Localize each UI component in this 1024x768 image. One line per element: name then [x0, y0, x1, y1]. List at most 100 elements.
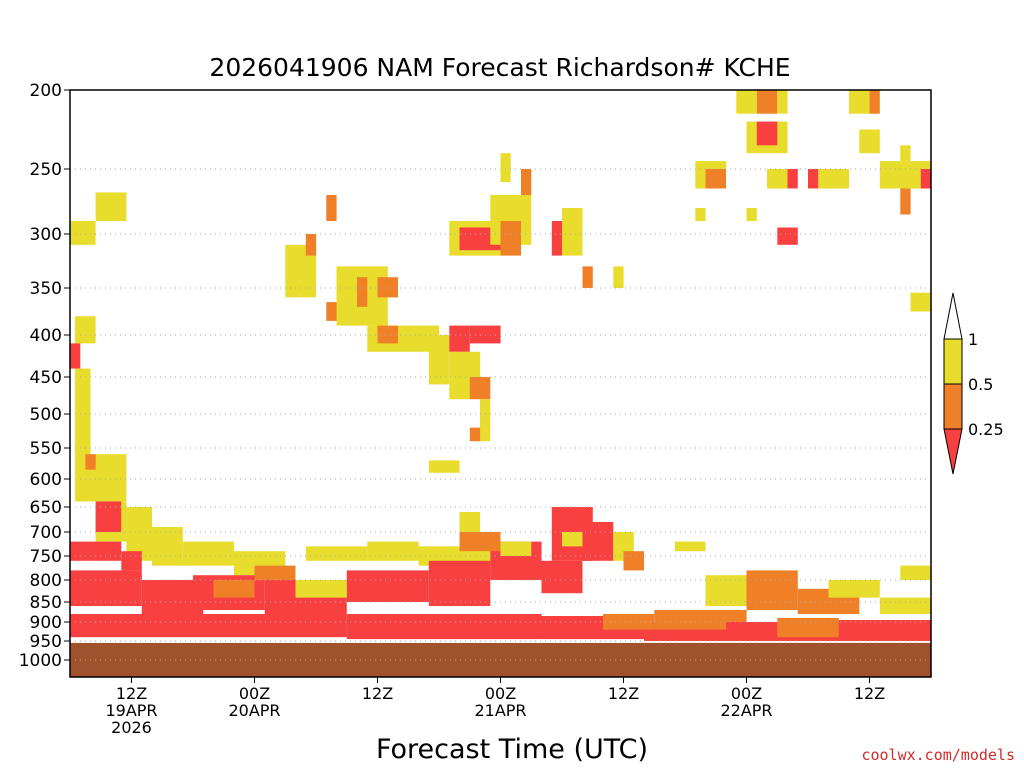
ri-patch-orange: [377, 325, 398, 344]
y-tick-label: 200: [30, 81, 62, 101]
ri-patch-orange: [85, 454, 96, 470]
ri-patch-orange: [469, 377, 491, 400]
ri-patch-orange: [777, 618, 839, 638]
ri-patch-yellow: [859, 129, 880, 154]
y-tick-label: 900: [30, 613, 62, 633]
x-tick-label: 00Z: [731, 684, 762, 703]
ri-patch-red: [346, 614, 542, 640]
ri-patch-red: [582, 522, 614, 561]
ri-patch-orange: [459, 532, 501, 552]
ri-patch-yellow: [428, 460, 460, 473]
ri-patch-yellow: [428, 335, 450, 385]
ri-patch-red: [838, 620, 932, 638]
ri-patch-orange: [305, 234, 317, 256]
x-tick-label: 19APR: [105, 701, 157, 720]
legend-label: 0.5: [968, 375, 993, 394]
ri-patch-orange: [603, 614, 655, 630]
x-tick-label: 20APR: [228, 701, 280, 720]
ri-patch-red: [95, 501, 122, 532]
ri-patch-red: [756, 121, 778, 146]
x-tick-label: 21APR: [474, 701, 526, 720]
ri-patch-yellow: [500, 541, 532, 556]
ri-patch-yellow: [562, 532, 583, 547]
legend-swatch: [943, 338, 963, 385]
ri-patch-yellow: [879, 597, 932, 614]
y-tick-label: 600: [30, 470, 62, 490]
legend-top-arrow: [943, 292, 963, 340]
x-tick-label: 12Z: [116, 684, 147, 703]
y-tick-label: 250: [30, 160, 62, 180]
ri-patch-yellow: [900, 145, 911, 162]
y-tick-label: 950: [30, 632, 62, 652]
x-tick-label: 00Z: [485, 684, 516, 703]
x-tick-label: 00Z: [239, 684, 270, 703]
ri-patch-yellow: [295, 580, 347, 598]
ri-patch-orange: [254, 565, 296, 580]
x-tick-label: 12Z: [362, 684, 393, 703]
x-axis-label: Forecast Time (UTC): [376, 734, 648, 765]
ri-patch-orange: [213, 580, 255, 598]
ri-patch-orange: [705, 169, 726, 189]
ri-patch-yellow: [182, 541, 235, 566]
ri-patch-yellow: [777, 90, 788, 114]
grid-lines: [70, 168, 931, 661]
ri-patch-orange: [756, 90, 778, 114]
ri-patch-red: [787, 169, 798, 189]
ri-patch-red: [449, 325, 470, 352]
ri-patch-yellow: [828, 580, 880, 598]
x-tick-label: 12Z: [608, 684, 639, 703]
ri-patch-yellow: [152, 527, 183, 566]
ri-patch-orange: [326, 195, 337, 221]
legend-label: 0.25: [968, 420, 1004, 439]
ri-patch-yellow: [500, 153, 511, 182]
y-tick-label: 750: [30, 547, 62, 567]
ri-patch-red: [808, 169, 819, 189]
ri-patch-yellow: [910, 292, 931, 312]
ri-patch-red: [346, 570, 429, 602]
ri-patch-yellow: [305, 546, 368, 561]
ri-patch-red: [121, 551, 142, 571]
ri-patch-yellow: [613, 266, 624, 288]
legend: 1 0.5 0.25: [943, 292, 1004, 475]
ri-patch-yellow: [95, 192, 127, 221]
ri-patch-red: [70, 614, 347, 638]
ri-patch-red: [541, 560, 583, 594]
ri-patch-red: [70, 343, 81, 369]
y-tick-label: 450: [30, 368, 62, 388]
ri-patch-red: [920, 169, 932, 189]
y-axis: 200 250 300 350 400 450 500 550 600 650 700 750 8008…: [19, 81, 70, 671]
ri-patch-red: [70, 541, 122, 561]
plot-area: [69, 89, 932, 678]
ri-patch-orange: [357, 277, 368, 307]
ri-patch-red: [428, 560, 491, 606]
ri-patch-orange: [500, 221, 521, 256]
y-tick-label: 850: [30, 593, 62, 613]
ri-patch-orange: [623, 551, 644, 571]
y-tick-label: 550: [30, 439, 62, 459]
credit-text: coolwx.com/models: [861, 746, 1015, 764]
y-tick-label: 700: [30, 523, 62, 543]
y-tick-label: 400: [30, 326, 62, 346]
y-tick-label: 800: [30, 571, 62, 591]
ri-patch-yellow: [674, 541, 706, 552]
y-tick-label: 350: [30, 279, 62, 299]
ri-patch-orange: [521, 169, 532, 195]
ri-patch-yellow: [736, 90, 757, 114]
y-tick-label: 650: [30, 498, 62, 518]
ri-patch-yellow: [818, 169, 850, 189]
ri-patch-orange: [377, 277, 398, 298]
ri-patch-yellow: [459, 512, 480, 532]
x-tick-label: 22APR: [720, 701, 772, 720]
legend-swatch: [943, 383, 963, 430]
ri-patch-red: [459, 227, 501, 251]
ri-patch-red: [551, 221, 563, 256]
ri-patch-orange: [746, 570, 798, 610]
x-tick-label: 12Z: [854, 684, 885, 703]
x-tick-label: 2026: [111, 718, 152, 737]
y-tick-label: 1000: [19, 651, 62, 671]
ri-patch-orange: [582, 266, 593, 288]
ri-patch-yellow: [75, 316, 96, 344]
ri-patch-orange: [900, 188, 911, 215]
ri-patch-yellow: [746, 208, 757, 221]
